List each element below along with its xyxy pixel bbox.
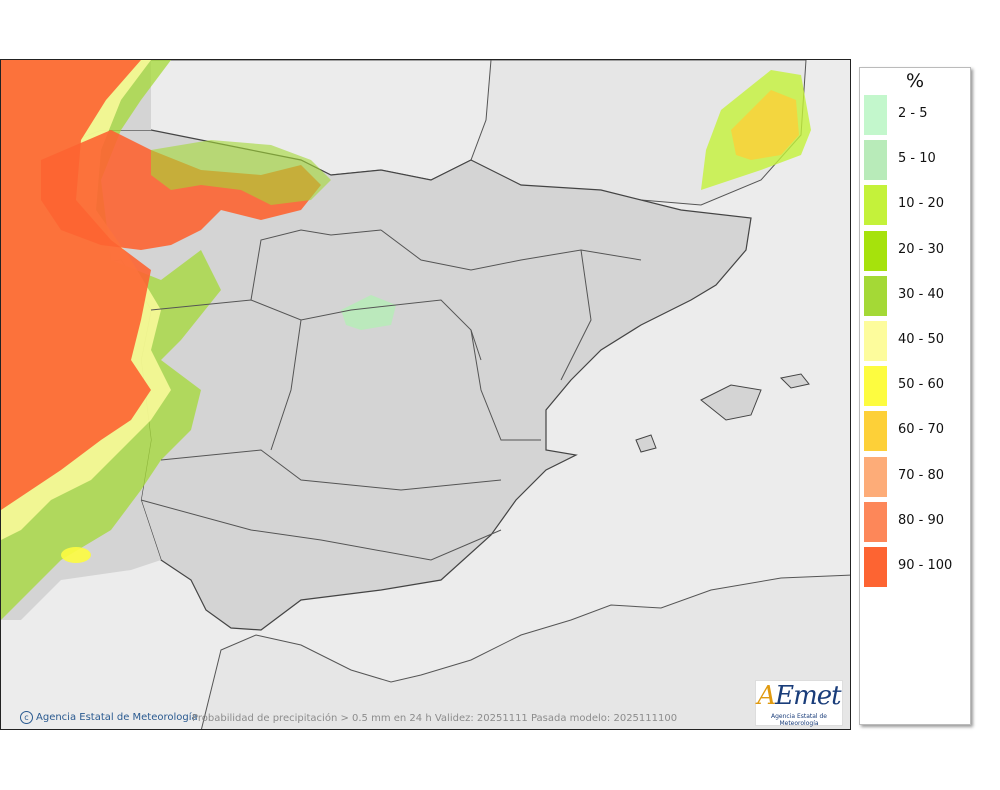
legend-item: 30 - 40	[864, 275, 968, 316]
legend-label: 5 - 10	[898, 151, 936, 167]
legend-item: 70 - 80	[864, 456, 968, 497]
menorca	[779, 373, 810, 389]
legend-swatch	[864, 230, 887, 271]
legend-label: 60 - 70	[898, 422, 945, 438]
regional-borders	[140, 229, 642, 561]
legend-swatch	[864, 95, 887, 135]
legend-label: 50 - 60	[898, 377, 945, 393]
legend-label: 2 - 5	[898, 106, 928, 121]
credit-label: Agencia Estatal de Meteorología	[36, 712, 198, 723]
africa-land	[200, 574, 850, 729]
legend-swatch	[864, 501, 887, 542]
legend-label: 20 - 30	[898, 241, 945, 257]
legend-swatch	[864, 547, 887, 587]
credit-text: c Agencia Estatal de Meteorología	[20, 711, 198, 724]
precipitation-map	[0, 59, 851, 730]
aemet-logo: AEmet Agencia Estatal de Meteorología	[755, 680, 843, 727]
map-caption: Probabilidad de precipitación > 0.5 mm e…	[192, 713, 678, 724]
legend-item: 80 - 90	[864, 501, 968, 542]
logo-subtitle: Agencia Estatal de Meteorología	[770, 713, 827, 727]
legend-panel: % 2 - 5 5 - 10 10 - 20 20 - 30 30 - 40 40 - 5…	[859, 67, 971, 725]
legend-item: 2 - 5	[864, 95, 968, 135]
legend-item: 20 - 30	[864, 230, 968, 271]
legend-label: 30 - 40	[898, 286, 945, 302]
copyright-icon: c	[20, 711, 33, 724]
legend-label: 70 - 80	[898, 467, 945, 483]
legend-unit: %	[905, 70, 925, 92]
legend-swatch	[864, 321, 887, 361]
precip-zone-ne-core	[731, 90, 799, 160]
legend-label: 80 - 90	[898, 512, 945, 528]
legend-item: 90 - 100	[864, 547, 968, 587]
legend-item: 60 - 70	[864, 411, 968, 452]
legend-label: 10 - 20	[898, 196, 945, 212]
legend-label: 90 - 100	[898, 558, 953, 573]
mallorca	[700, 384, 762, 421]
legend-item: 40 - 50	[864, 321, 968, 361]
legend-swatch	[864, 275, 887, 316]
legend-item: 50 - 60	[864, 366, 968, 407]
ibiza	[635, 434, 657, 453]
legend-swatch	[864, 140, 887, 181]
precip-zone-galicia	[41, 130, 321, 250]
legend-swatch	[864, 411, 887, 452]
legend-item: 10 - 20	[864, 185, 968, 226]
precip-zone-cantabria	[151, 140, 331, 205]
logo-text: AEmet	[757, 681, 841, 711]
legend-swatch	[864, 366, 887, 407]
legend-swatch	[864, 185, 887, 226]
legend-item: 5 - 10	[864, 140, 968, 181]
precip-zone-high	[1, 60, 151, 510]
precip-zone-center	[341, 295, 396, 330]
map-canvas	[1, 60, 850, 729]
precip-zone-south	[61, 547, 91, 563]
legend-label: 40 - 50	[898, 332, 945, 347]
legend-swatch	[864, 456, 887, 497]
